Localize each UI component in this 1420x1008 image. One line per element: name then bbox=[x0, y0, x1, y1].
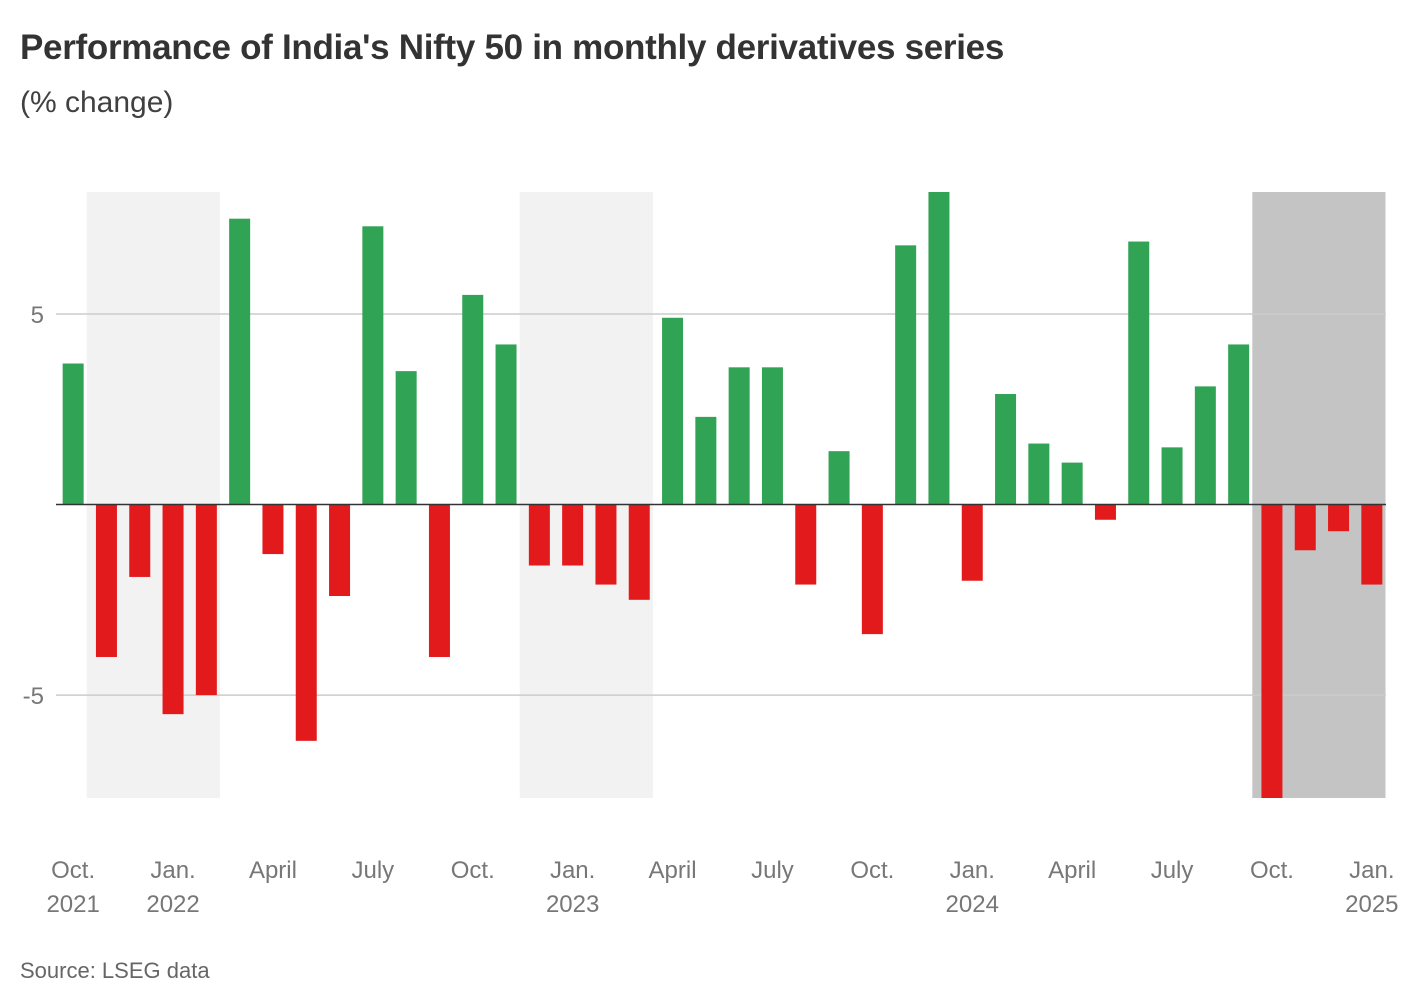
x-tick-month: Oct. bbox=[1250, 857, 1294, 884]
chart-title: Performance of India's Nifty 50 in month… bbox=[20, 28, 1004, 67]
bar-sep-2022 bbox=[428, 504, 450, 657]
bar-nov-2022 bbox=[495, 344, 517, 505]
x-tick-label: July bbox=[352, 857, 395, 884]
x-tick-label: April bbox=[1048, 857, 1096, 884]
bar-aug-2023 bbox=[795, 504, 817, 585]
x-tick-label: April bbox=[649, 857, 697, 884]
x-tick-label: Jan. 2025 bbox=[1345, 857, 1398, 918]
bar-apr-2024 bbox=[1061, 462, 1083, 505]
bar-aug-2022 bbox=[395, 371, 417, 505]
bar-dec-2021 bbox=[129, 504, 151, 577]
x-tick-label: Oct. bbox=[1250, 857, 1294, 884]
x-tick-label: July bbox=[1151, 857, 1194, 884]
x-tick-month: Jan. bbox=[150, 857, 195, 884]
x-tick-month: July bbox=[751, 857, 794, 884]
bar-may-2022 bbox=[295, 504, 317, 741]
y-axis-labels: 5 -5 bbox=[23, 302, 44, 710]
bar-jul-2024 bbox=[1161, 447, 1183, 505]
bar-jul-2023 bbox=[761, 367, 783, 505]
x-tick-month: Oct. bbox=[51, 857, 95, 884]
bar-aug-2024 bbox=[1194, 386, 1216, 505]
bar-may-2023 bbox=[695, 416, 717, 505]
x-tick-month: Oct. bbox=[850, 857, 894, 884]
x-tick-month: Jan. bbox=[950, 857, 995, 884]
x-tick-month: April bbox=[1048, 857, 1096, 884]
bar-oct-2023 bbox=[861, 504, 883, 635]
x-tick-label: Oct. bbox=[451, 857, 495, 884]
bar-jun-2022 bbox=[329, 504, 351, 596]
bar-jan-2022 bbox=[162, 504, 184, 715]
x-tick-label: Jan. 2022 bbox=[146, 857, 199, 918]
bar-oct-2022 bbox=[462, 294, 484, 505]
bar-sep-2024 bbox=[1228, 344, 1250, 505]
bar-mar-2022 bbox=[229, 218, 251, 505]
bar-dec-2023 bbox=[928, 192, 950, 505]
x-tick-label: Oct. bbox=[850, 857, 894, 884]
chart-subtitle: (% change) bbox=[20, 86, 174, 119]
bar-jun-2023 bbox=[728, 367, 750, 505]
bar-jan-2023 bbox=[562, 504, 584, 566]
x-tick-month: Oct. bbox=[451, 857, 495, 884]
bar-mar-2024 bbox=[1028, 443, 1050, 505]
bar-oct-2024 bbox=[1261, 504, 1283, 798]
bar-may-2024 bbox=[1094, 504, 1116, 520]
x-tick-label: Oct. 2021 bbox=[46, 857, 99, 918]
x-tick-year: 2024 bbox=[946, 891, 999, 918]
x-axis-labels: Oct. 2021 Jan. 2022 April July Oct. Jan. 2023 Apr… bbox=[46, 857, 1398, 918]
bar-jul-2022 bbox=[362, 226, 384, 505]
bar-feb-2022 bbox=[195, 504, 217, 696]
x-tick-month: April bbox=[649, 857, 697, 884]
bar-feb-2023 bbox=[595, 504, 617, 585]
shaded-period-2 bbox=[519, 192, 653, 798]
bar-apr-2022 bbox=[262, 504, 284, 555]
x-tick-label: Jan. 2024 bbox=[946, 857, 999, 918]
bar-dec-2022 bbox=[528, 504, 550, 566]
x-tick-label: April bbox=[249, 857, 297, 884]
shaded-period-1 bbox=[86, 192, 220, 798]
bar-jun-2024 bbox=[1128, 241, 1150, 505]
bar-jan-2025 bbox=[1361, 504, 1383, 585]
bar-feb-2024 bbox=[995, 394, 1017, 505]
x-tick-year: 2022 bbox=[146, 891, 199, 918]
x-tick-year: 2021 bbox=[46, 891, 99, 918]
bar-apr-2023 bbox=[662, 317, 684, 505]
bar-dec-2024 bbox=[1328, 504, 1350, 532]
bar-nov-2021 bbox=[95, 504, 117, 657]
source-note: Source: LSEG data bbox=[20, 958, 210, 983]
x-tick-label: July bbox=[751, 857, 794, 884]
x-tick-month: July bbox=[1151, 857, 1194, 884]
gridlines bbox=[56, 313, 1386, 696]
x-tick-year: 2023 bbox=[546, 891, 599, 918]
x-tick-month: Jan. bbox=[1349, 857, 1394, 884]
x-tick-year: 2025 bbox=[1345, 891, 1398, 918]
x-tick-month: April bbox=[249, 857, 297, 884]
bar-nov-2024 bbox=[1294, 504, 1316, 551]
bar-mar-2023 bbox=[628, 504, 650, 600]
y-tick-label: -5 bbox=[23, 683, 44, 710]
bar-jan-2024 bbox=[961, 504, 983, 581]
x-tick-month: July bbox=[352, 857, 395, 884]
bars bbox=[62, 192, 1383, 798]
bar-sep-2023 bbox=[828, 451, 850, 505]
bar-nov-2023 bbox=[895, 245, 917, 505]
x-tick-label: Jan. 2023 bbox=[546, 857, 599, 918]
x-tick-month: Jan. bbox=[550, 857, 595, 884]
bar-oct-2021 bbox=[62, 363, 84, 505]
y-tick-label: 5 bbox=[31, 302, 44, 329]
